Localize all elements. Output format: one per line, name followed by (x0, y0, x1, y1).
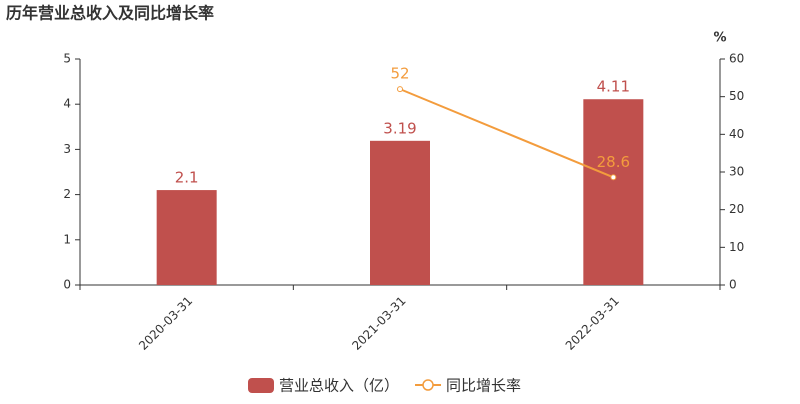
bar-value-label: 3.19 (383, 119, 416, 137)
y-tick-label: 1 (63, 232, 71, 246)
bar (370, 140, 430, 285)
y-tick-label: 2 (63, 187, 71, 201)
bar (156, 190, 217, 285)
bar-value-label: 4.11 (597, 78, 630, 96)
y2-axis-label: % (713, 31, 726, 46)
y-tick-label: 3 (63, 142, 71, 156)
legend-label: 营业总收入（亿） (279, 377, 399, 395)
y2-tick-label: 0 (729, 278, 737, 292)
y-tick-label: 5 (63, 52, 71, 66)
legend-swatch (248, 378, 274, 393)
y2-tick-label: 50 (729, 89, 744, 103)
y2-tick-label: 60 (729, 52, 744, 66)
y-tick-label: 0 (63, 278, 71, 292)
line-value-label: 28.6 (597, 153, 630, 171)
y2-tick-label: 10 (729, 240, 744, 254)
y2-tick-label: 30 (729, 165, 744, 179)
line (399, 88, 614, 179)
x-tick-label: 2021-03-31 (349, 294, 408, 353)
bar (583, 99, 644, 285)
line-point (610, 174, 617, 181)
x-tick-label: 2022-03-31 (563, 294, 622, 353)
legend-marker (422, 379, 434, 391)
legend-label: 同比增长率 (446, 377, 521, 395)
y2-tick-label: 20 (729, 202, 744, 216)
bar-value-label: 2.1 (175, 169, 199, 187)
line-point (397, 86, 403, 93)
y-tick-label: 4 (63, 97, 71, 111)
x-tick-label: 2020-03-31 (136, 294, 195, 353)
chart-title: 历年营业总收入及同比增长率 (6, 4, 214, 23)
line-value-label: 52 (390, 65, 409, 83)
y2-tick-label: 40 (729, 127, 744, 141)
